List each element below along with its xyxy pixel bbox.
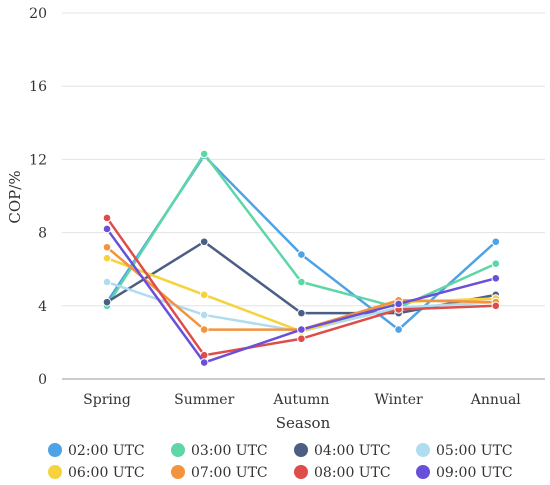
series-group xyxy=(102,224,501,367)
legend-label: 04:00 UTC xyxy=(314,443,391,459)
data-point xyxy=(199,310,209,320)
x-tick-label: Autumn xyxy=(272,392,329,408)
series-layer xyxy=(102,149,501,367)
data-point xyxy=(491,274,501,283)
y-tick-label: 20 xyxy=(29,6,47,22)
data-point xyxy=(297,277,306,287)
data-point xyxy=(491,259,501,269)
data-point xyxy=(199,325,209,334)
data-point xyxy=(199,237,209,247)
legend-label: 03:00 UTC xyxy=(191,443,268,459)
y-tick-label: 16 xyxy=(29,79,47,95)
data-point xyxy=(102,242,112,252)
x-axis: Spring Summer Autumn Winter Annual xyxy=(83,392,521,408)
legend-item[interactable]: 02:00 UTC xyxy=(48,443,145,459)
legend-marker xyxy=(48,443,62,457)
x-tick-label: Annual xyxy=(470,392,522,408)
data-point xyxy=(102,213,112,223)
x-tick-label: Summer xyxy=(174,392,234,408)
legend-marker xyxy=(294,443,308,457)
legend-label: 06:00 UTC xyxy=(68,465,145,481)
legend-label: 07:00 UTC xyxy=(191,465,268,481)
data-point xyxy=(297,250,306,259)
legend-item[interactable]: 09:00 UTC xyxy=(416,465,513,481)
data-point xyxy=(102,277,112,287)
legend-item[interactable]: 06:00 UTC xyxy=(48,465,145,481)
data-point xyxy=(394,299,403,309)
legend-item[interactable]: 04:00 UTC xyxy=(294,443,391,459)
data-point xyxy=(297,334,306,344)
data-point xyxy=(491,237,501,247)
legend-label: 09:00 UTC xyxy=(436,465,513,481)
legend-item[interactable]: 05:00 UTC xyxy=(416,443,513,459)
data-point xyxy=(491,301,501,311)
data-point xyxy=(102,224,112,234)
y-tick-label: 8 xyxy=(38,226,47,242)
legend-label: 08:00 UTC xyxy=(314,465,391,481)
data-point xyxy=(297,308,306,318)
legend-label: 02:00 UTC xyxy=(68,443,145,459)
series-group xyxy=(102,213,501,360)
legend-item[interactable]: 07:00 UTC xyxy=(171,465,268,481)
x-tick-label: Winter xyxy=(374,392,423,408)
y-tick-label: 12 xyxy=(29,152,47,168)
legend-item[interactable]: 08:00 UTC xyxy=(294,465,391,481)
x-axis-title: Season xyxy=(276,414,331,432)
data-point xyxy=(199,149,209,159)
y-axis: 0 4 8 12 16 20 xyxy=(29,6,47,388)
legend-item[interactable]: 03:00 UTC xyxy=(171,443,268,459)
series-group xyxy=(102,149,501,312)
data-point xyxy=(199,290,209,300)
data-point xyxy=(102,297,112,307)
data-point xyxy=(199,358,209,367)
grid xyxy=(62,12,545,380)
x-tick-label: Spring xyxy=(83,392,131,408)
series-line xyxy=(105,154,498,331)
legend-marker xyxy=(416,443,430,457)
legend-marker xyxy=(171,443,185,457)
y-axis-title: COP/% xyxy=(6,170,24,223)
legend: 02:00 UTC 03:00 UTC 04:00 UTC 05:00 UTC 06:0… xyxy=(48,443,513,481)
data-point xyxy=(102,253,112,263)
legend-marker xyxy=(171,465,185,479)
data-point xyxy=(394,325,403,334)
legend-marker xyxy=(416,465,430,479)
data-point xyxy=(297,325,306,334)
y-tick-label: 4 xyxy=(38,299,47,315)
legend-label: 05:00 UTC xyxy=(436,443,513,459)
y-tick-label: 0 xyxy=(38,372,47,388)
legend-marker xyxy=(48,465,62,479)
legend-marker xyxy=(294,465,308,479)
